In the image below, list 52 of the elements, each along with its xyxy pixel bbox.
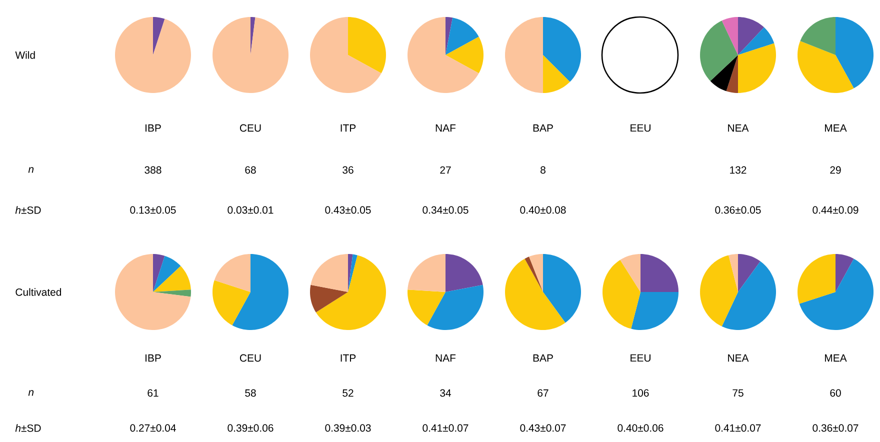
text: NEA	[728, 354, 749, 362]
text: 36	[342, 166, 354, 174]
text: 34	[440, 389, 452, 397]
text: IBP	[146, 124, 161, 132]
text: CEU	[240, 124, 261, 132]
text: 0.34±0.05	[422, 206, 468, 214]
text: 0.39±0.03	[325, 424, 371, 432]
text: h±SD	[15, 206, 41, 214]
text: 0.36±0.07	[812, 424, 858, 432]
text: 75	[732, 389, 744, 397]
text: Wild	[15, 51, 35, 59]
text: 67	[538, 389, 548, 397]
text: ITP	[340, 124, 356, 132]
text: 0.13±0.05	[130, 206, 176, 214]
text: n	[28, 390, 34, 396]
text: 0.03±0.01	[228, 206, 274, 214]
text: 0.44±0.09	[812, 206, 858, 214]
text: 0.40±0.06	[618, 424, 664, 432]
text: NEA	[728, 124, 749, 132]
text: 52	[342, 389, 354, 397]
text: 0.39±0.06	[228, 424, 274, 432]
text: 0.43±0.05	[325, 206, 371, 214]
text: ITP	[340, 354, 356, 362]
text: h±SD	[15, 424, 41, 432]
text: 0.27±0.04	[130, 424, 176, 432]
text: 60	[830, 389, 841, 397]
text: CEU	[240, 354, 261, 362]
text: MEA	[825, 124, 847, 132]
text: 29	[830, 166, 841, 174]
text: NAF	[436, 354, 456, 362]
text: NAF	[436, 124, 456, 132]
text: EEU	[630, 124, 650, 132]
text: 8	[540, 166, 546, 174]
text: Cultivated	[16, 288, 62, 296]
text: 0.40±0.08	[520, 206, 566, 214]
text: 0.43±0.07	[520, 424, 566, 432]
text: n	[28, 167, 34, 173]
text: 68	[245, 166, 256, 174]
text: 132	[730, 166, 746, 174]
text: 0.41±0.07	[422, 424, 468, 432]
text: 388	[144, 166, 162, 174]
text: 106	[632, 389, 649, 397]
text: BAP	[533, 124, 553, 132]
text: 27	[440, 166, 451, 174]
text: MEA	[825, 354, 847, 362]
text: 58	[245, 389, 256, 397]
text: EEU	[630, 354, 650, 362]
text: 61	[148, 389, 158, 397]
text: BAP	[533, 354, 553, 362]
text: IBP	[146, 354, 161, 362]
text: 0.36±0.05	[715, 206, 761, 214]
text: 0.41±0.07	[715, 424, 761, 432]
